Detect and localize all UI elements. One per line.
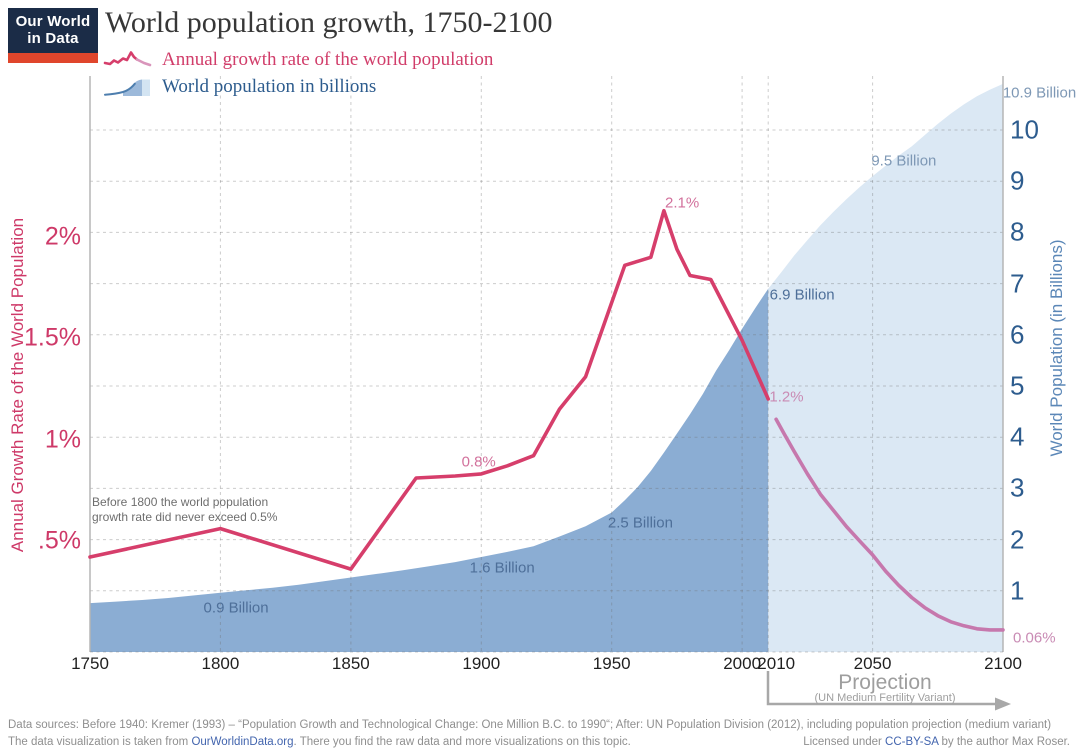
- projection-arrow-icon: [766, 671, 1011, 711]
- owid-logo-line1: Our World: [15, 13, 91, 30]
- footer-text: Licensed under: [803, 736, 886, 748]
- series-world-population-actual-: [90, 288, 769, 652]
- series-annual-growth-rate-un-projection-: [774, 417, 1005, 632]
- footer-credits: The data visualization is taken from Our…: [8, 736, 1070, 748]
- growth-line-icon: [103, 50, 152, 66]
- series-annual-growth-rate-actual-: [88, 208, 770, 571]
- chart-legend: Annual growth rate of the world populati…: [103, 46, 493, 100]
- legend-item-population: World population in billions: [103, 73, 493, 100]
- series-world-population-un-projection-: [768, 83, 1003, 652]
- footer-text: . There you find the raw data and more v…: [293, 736, 631, 748]
- chart-title: World population growth, 1750-2100: [105, 6, 553, 39]
- footer-visualization-credit: The data visualization is taken from Our…: [8, 736, 631, 748]
- cc-by-sa-link[interactable]: CC-BY-SA: [885, 736, 939, 748]
- legend-label-growth-rate: Annual growth rate of the world populati…: [162, 48, 494, 70]
- footer-datasources: Data sources: Before 1940: Kremer (1993)…: [8, 719, 1052, 731]
- owid-logo-line2: in Data: [27, 30, 79, 47]
- population-area-icon: [104, 79, 150, 96]
- footer-license: Licensed under CC-BY-SA by the author Ma…: [803, 736, 1070, 748]
- legend-label-population: World population in billions: [162, 75, 377, 97]
- owid-logo: Our World in Data: [8, 8, 98, 63]
- legend-item-growth-rate: Annual growth rate of the world populati…: [103, 46, 493, 73]
- footer-text: by the author Max Roser.: [938, 736, 1071, 748]
- owid-website-link[interactable]: OurWorldinData.org: [191, 736, 294, 748]
- footer-text: The data visualization is taken from: [8, 736, 192, 748]
